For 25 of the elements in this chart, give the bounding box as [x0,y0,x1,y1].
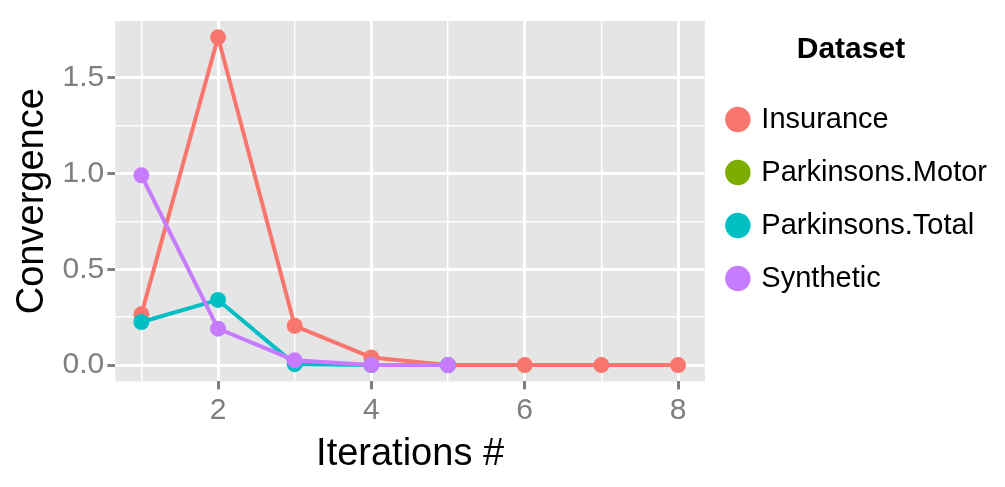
y-tick-label: 0.0 [62,346,105,380]
point [133,167,150,184]
y-tick-label: 1.0 [62,154,105,188]
point [210,291,227,308]
x-axis-title: Iterations # [316,430,505,473]
y-tick-label: 0.5 [62,250,105,284]
point [210,320,227,337]
x-tick-label: 6 [516,391,534,425]
x-tick-label: 8 [669,391,687,425]
point [133,313,150,330]
legend-label: Parkinsons.Motor [761,154,988,187]
legend-label: Insurance [761,101,889,134]
x-tick-label: 4 [363,391,380,425]
point [286,352,303,369]
y-axis-title: Convergence [9,88,52,315]
legend-label: Synthetic [761,260,881,293]
point [516,357,533,374]
point [286,317,303,334]
y-tick-label: 1.5 [62,58,105,92]
point [210,29,227,46]
point [670,357,687,374]
x-tick-label: 2 [209,391,227,425]
legend-label: Parkinsons.Total [761,207,975,240]
legend-title: Dataset [796,31,906,65]
point [593,357,610,374]
